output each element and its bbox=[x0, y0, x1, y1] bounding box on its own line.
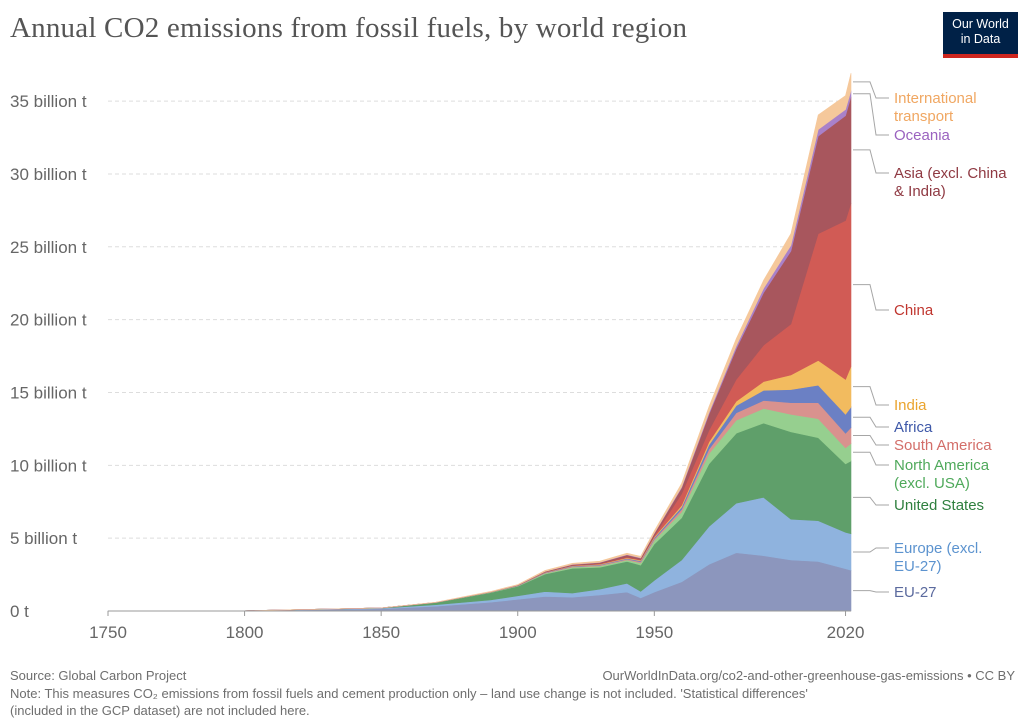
series-label: International transport bbox=[894, 90, 977, 125]
chart-note: Note: This measures CO₂ emissions from f… bbox=[10, 685, 1015, 719]
source-text: Source: Global Carbon Project bbox=[10, 668, 187, 683]
note-line-1: Note: This measures CO₂ emissions from f… bbox=[10, 686, 808, 701]
label-connector bbox=[853, 496, 889, 506]
label-connector bbox=[853, 547, 889, 553]
source-line: Source: Global Carbon Project OurWorldIn… bbox=[10, 668, 1015, 683]
series-label: Europe (excl. EU-27) bbox=[894, 540, 982, 575]
series-label: EU-27 bbox=[894, 584, 937, 601]
chart-title: Annual CO2 emissions from fossil fuels, … bbox=[10, 12, 688, 44]
label-connector bbox=[853, 93, 889, 136]
series-label: China bbox=[894, 302, 934, 319]
series-label: Africa bbox=[894, 419, 933, 436]
y-tick-label: 20 billion t bbox=[10, 311, 87, 330]
x-tick-label: 2020 bbox=[827, 623, 865, 642]
label-connector bbox=[853, 434, 889, 446]
series-label: Oceania bbox=[894, 127, 951, 144]
area-chart: 0 t 5 billion t 10 billion t 15 billion t 20… bbox=[10, 73, 1007, 642]
x-tick-label: 1900 bbox=[499, 623, 537, 642]
x-tick-label: 1800 bbox=[226, 623, 264, 642]
y-tick-label: 25 billion t bbox=[10, 238, 87, 257]
logo-line-2: in Data bbox=[960, 32, 1001, 46]
series-label: North America (excl. USA) bbox=[894, 457, 990, 492]
y-tick-label: 35 billion t bbox=[10, 92, 87, 111]
series-label: Asia (excl. China & India) bbox=[894, 165, 1007, 200]
x-tick-label: 1950 bbox=[635, 623, 673, 642]
note-line-2: (included in the GCP dataset) are not in… bbox=[10, 703, 310, 718]
series-label: India bbox=[894, 397, 927, 414]
logo-line-1: Our World bbox=[952, 17, 1009, 31]
area-international-transport[interactable] bbox=[107, 73, 852, 612]
y-tick-label: 5 billion t bbox=[10, 529, 77, 548]
y-tick-label: 10 billion t bbox=[10, 456, 87, 475]
series-label: South America bbox=[894, 437, 992, 454]
y-tick-label: 0 t bbox=[10, 602, 29, 621]
label-connector bbox=[853, 81, 889, 99]
x-tick-label: 1850 bbox=[362, 623, 400, 642]
label-connector bbox=[853, 149, 889, 174]
y-tick-label: 15 billion t bbox=[10, 383, 87, 402]
owid-logo[interactable]: Our World in Data bbox=[943, 12, 1018, 58]
source-link[interactable]: OurWorldInData.org/co2-and-other-greenho… bbox=[602, 668, 1015, 683]
y-tick-label: 30 billion t bbox=[10, 165, 87, 184]
label-connector bbox=[853, 386, 889, 406]
label-connector bbox=[853, 590, 889, 593]
label-connector bbox=[853, 284, 889, 311]
series-label: United States bbox=[894, 497, 984, 514]
label-connector bbox=[853, 416, 889, 428]
label-connector bbox=[853, 451, 889, 466]
x-tick-label: 1750 bbox=[89, 623, 127, 642]
